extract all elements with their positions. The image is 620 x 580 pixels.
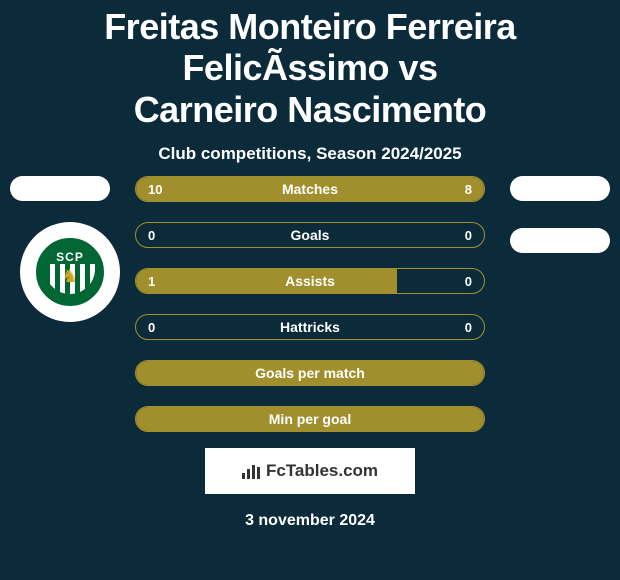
club-badge-inner: SCP ♞ <box>36 238 104 306</box>
stat-bar: 00Hattricks <box>135 314 485 340</box>
bar-label: Goals per match <box>136 361 484 385</box>
club-badge: SCP ♞ <box>20 222 120 322</box>
bar-label: Goals <box>136 223 484 247</box>
player-left-placeholder <box>10 176 110 201</box>
lion-icon: ♞ <box>62 266 78 287</box>
stat-bar: Goals per match <box>135 360 485 386</box>
attribution-text: FcTables.com <box>266 461 378 481</box>
stat-bar: 00Goals <box>135 222 485 248</box>
stats-bars: 108Matches 00Goals 10Assists 00Hattricks Goa… <box>135 176 485 452</box>
chart-icon <box>242 463 262 479</box>
bar-label: Min per goal <box>136 407 484 431</box>
bar-label: Hattricks <box>136 315 484 339</box>
player-right-placeholder-1 <box>510 176 610 201</box>
bar-label: Matches <box>136 177 484 201</box>
title-line-2: Carneiro Nascimento <box>134 89 487 130</box>
subtitle: Club competitions, Season 2024/2025 <box>0 144 620 164</box>
attribution-panel: FcTables.com <box>205 448 415 494</box>
club-badge-stripes: ♞ <box>45 264 95 294</box>
stat-bar: 108Matches <box>135 176 485 202</box>
bar-label: Assists <box>136 269 484 293</box>
player-right-placeholder-2 <box>510 228 610 253</box>
title-line-1: Freitas Monteiro Ferreira FelicÃssimo vs <box>104 6 516 88</box>
club-badge-text: SCP <box>56 250 84 264</box>
stat-bar: Min per goal <box>135 406 485 432</box>
footer-date: 3 november 2024 <box>0 512 620 530</box>
stat-bar: 10Assists <box>135 268 485 294</box>
page-title: Freitas Monteiro Ferreira FelicÃssimo vs… <box>0 0 620 130</box>
